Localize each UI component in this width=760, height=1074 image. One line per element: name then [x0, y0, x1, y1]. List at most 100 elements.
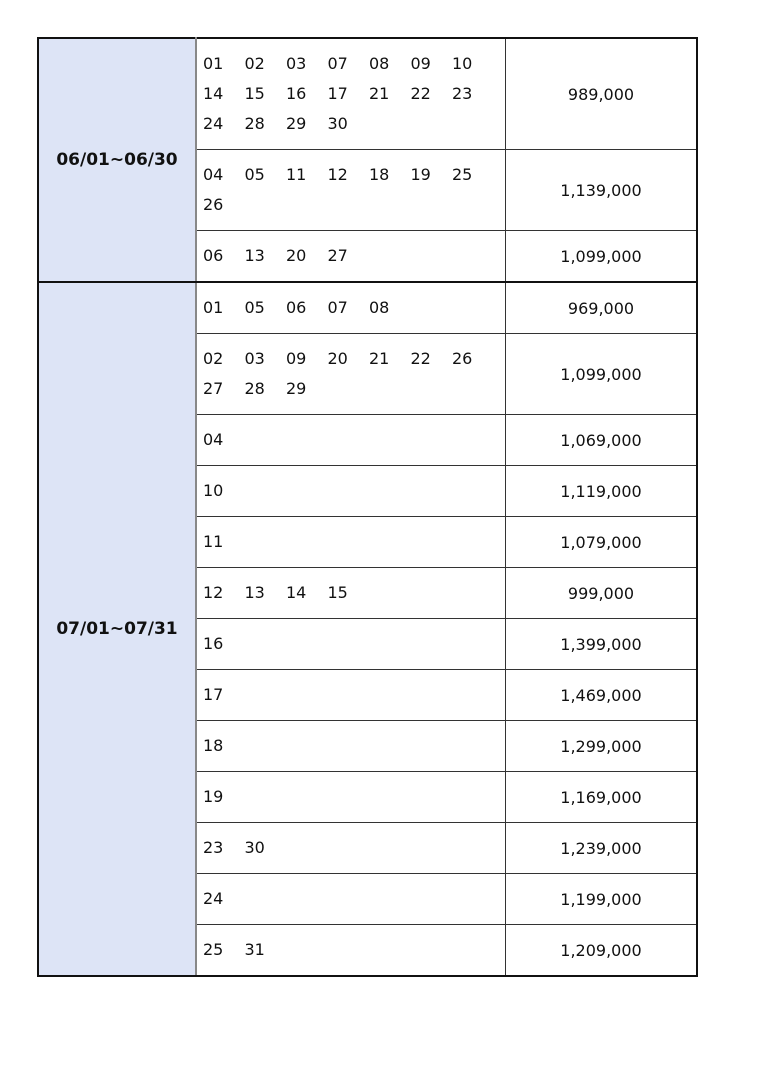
day: 17 — [203, 685, 224, 704]
day: 19 — [203, 787, 224, 806]
table-row: 18 1,299,000 — [38, 720, 698, 772]
day: 15 — [327, 583, 348, 602]
day: 03 — [286, 54, 307, 73]
table-row: 16 1,399,000 — [38, 618, 698, 670]
day: 23 — [452, 84, 473, 103]
days-cell: 02 03 09 20 21 22 26 27 28 29 — [195, 333, 506, 415]
table-row: 17 1,469,000 — [38, 669, 698, 721]
table-row: 11 1,079,000 — [38, 516, 698, 568]
day: 01 — [203, 298, 224, 317]
day: 26 — [203, 195, 224, 214]
day: 20 — [286, 246, 307, 265]
days-cell: 11 — [195, 516, 506, 568]
day: 13 — [244, 583, 265, 602]
day: 27 — [327, 246, 348, 265]
price-cell: 1,199,000 — [505, 873, 698, 925]
day: 02 — [203, 349, 224, 368]
price-cell: 1,469,000 — [505, 669, 698, 721]
day: 31 — [244, 940, 265, 959]
table-row: 24 1,199,000 — [38, 873, 698, 925]
table-row: 25 31 1,209,000 — [38, 924, 698, 977]
day: 12 — [203, 583, 224, 602]
days-cell: 01 05 06 07 08 — [195, 281, 506, 334]
day: 22 — [410, 84, 431, 103]
day: 22 — [410, 349, 431, 368]
day: 19 — [410, 165, 431, 184]
day: 27 — [203, 379, 224, 398]
day: 13 — [244, 246, 265, 265]
price-cell: 1,399,000 — [505, 618, 698, 670]
day: 02 — [244, 54, 265, 73]
day: 11 — [203, 532, 224, 551]
day: 06 — [286, 298, 307, 317]
table-row: 10 1,119,000 — [38, 465, 698, 517]
day: 17 — [327, 84, 348, 103]
day: 21 — [369, 84, 390, 103]
day: 15 — [244, 84, 265, 103]
days-cell: 04 — [195, 414, 506, 466]
period-cell: 07/01~07/31 — [37, 281, 197, 977]
day: 18 — [203, 736, 224, 755]
day: 07 — [327, 54, 348, 73]
price-cell: 1,239,000 — [505, 822, 698, 874]
days-cell: 18 — [195, 720, 506, 772]
price-cell: 1,139,000 — [505, 149, 698, 231]
period-cell: 06/01~06/30 — [37, 37, 197, 283]
day: 05 — [244, 165, 265, 184]
day: 03 — [244, 349, 265, 368]
day: 16 — [286, 84, 307, 103]
price-cell: 1,079,000 — [505, 516, 698, 568]
price-cell: 1,119,000 — [505, 465, 698, 517]
day: 16 — [203, 634, 224, 653]
day: 06 — [203, 246, 224, 265]
price-cell: 999,000 — [505, 567, 698, 619]
day: 08 — [369, 54, 390, 73]
day: 01 — [203, 54, 224, 73]
days-cell: 24 — [195, 873, 506, 925]
days-cell: 01 02 03 07 08 09 10 14 15 16 17 21 22 23 24 28 29 30 — [195, 37, 506, 150]
price-cell: 1,099,000 — [505, 333, 698, 415]
day: 28 — [244, 379, 265, 398]
price-cell: 1,069,000 — [505, 414, 698, 466]
table-row: 19 1,169,000 — [38, 771, 698, 823]
price-table: 06/01~06/30 01 02 03 07 08 09 10 14 15 16 17 21 22 23 2… — [37, 37, 698, 977]
days-cell: 19 — [195, 771, 506, 823]
day: 12 — [327, 165, 348, 184]
table-row: 04 05 11 12 18 19 25 26 1,139,000 — [38, 149, 698, 231]
day: 20 — [327, 349, 348, 368]
days-cell: 23 30 — [195, 822, 506, 874]
price-cell: 969,000 — [505, 281, 698, 334]
day: 10 — [203, 481, 224, 500]
days-cell: 17 — [195, 669, 506, 721]
price-cell: 1,209,000 — [505, 924, 698, 977]
day: 09 — [410, 54, 431, 73]
price-cell: 1,099,000 — [505, 230, 698, 283]
day: 04 — [203, 165, 224, 184]
day: 24 — [203, 114, 224, 133]
price-cell: 1,299,000 — [505, 720, 698, 772]
day: 05 — [244, 298, 265, 317]
day: 14 — [286, 583, 307, 602]
table-row: 02 03 09 20 21 22 26 27 28 29 1,099,000 — [38, 333, 698, 415]
day: 28 — [244, 114, 265, 133]
table-row: 06 13 20 27 1,099,000 — [38, 230, 698, 283]
days-cell: 12 13 14 15 — [195, 567, 506, 619]
day: 25 — [452, 165, 473, 184]
days-cell: 10 — [195, 465, 506, 517]
days-cell: 04 05 11 12 18 19 25 26 — [195, 149, 506, 231]
days-cell: 06 13 20 27 — [195, 230, 506, 283]
price-cell: 1,169,000 — [505, 771, 698, 823]
day: 07 — [327, 298, 348, 317]
day: 14 — [203, 84, 224, 103]
days-cell: 16 — [195, 618, 506, 670]
day: 30 — [327, 114, 348, 133]
day: 21 — [369, 349, 390, 368]
table-row: 06/01~06/30 01 02 03 07 08 09 10 14 15 16 17 21 22 23 2… — [37, 37, 698, 283]
days-cell: 25 31 — [195, 924, 506, 977]
day: 10 — [452, 54, 473, 73]
day: 08 — [369, 298, 390, 317]
day: 26 — [452, 349, 473, 368]
day: 29 — [286, 379, 307, 398]
table-row: 07/01~07/31 01 05 06 07 08 969,000 — [37, 281, 698, 977]
price-cell: 989,000 — [505, 37, 698, 150]
